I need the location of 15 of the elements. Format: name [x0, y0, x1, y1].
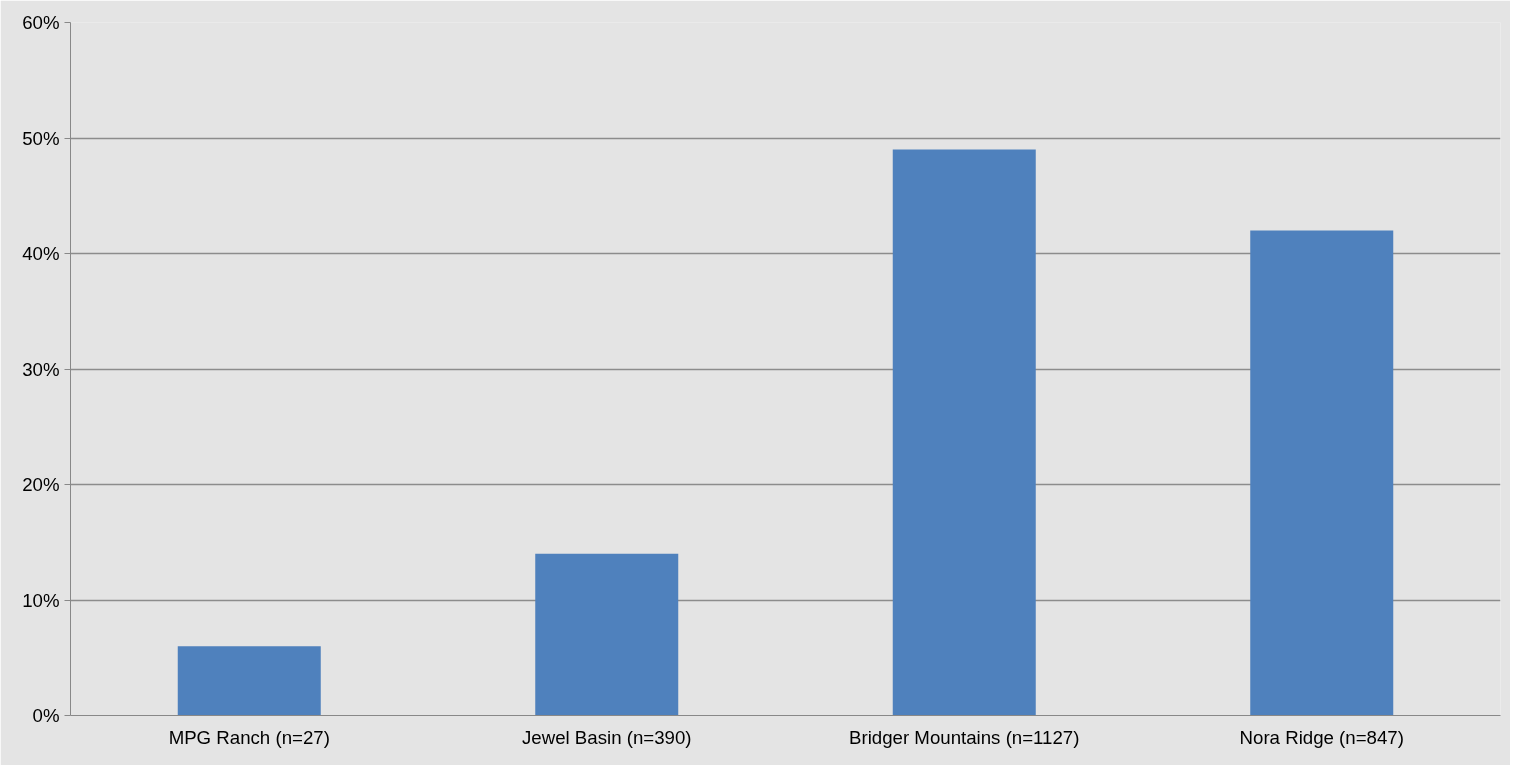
y-tick-label: 60% [22, 12, 60, 33]
x-tick-label: Jewel Basin (n=390) [521, 726, 692, 748]
bar [535, 553, 679, 716]
bar [177, 646, 321, 716]
y-tick-label: 10% [22, 589, 60, 611]
y-tick-label: 0% [32, 705, 60, 726]
y-tick-label: 40% [22, 243, 60, 264]
x-tick-label: Nora Ridge (n=847) [1239, 726, 1404, 748]
y-tick-label: 50% [22, 127, 60, 149]
x-tick-label: Bridger Mountains (n=1127) [849, 726, 1080, 748]
y-tick-label: 30% [22, 358, 60, 380]
bar [892, 149, 1036, 716]
bar [1250, 230, 1394, 716]
y-tick-label: 20% [22, 474, 60, 495]
x-tick-label: MPG Ranch (n=27) [168, 726, 330, 748]
